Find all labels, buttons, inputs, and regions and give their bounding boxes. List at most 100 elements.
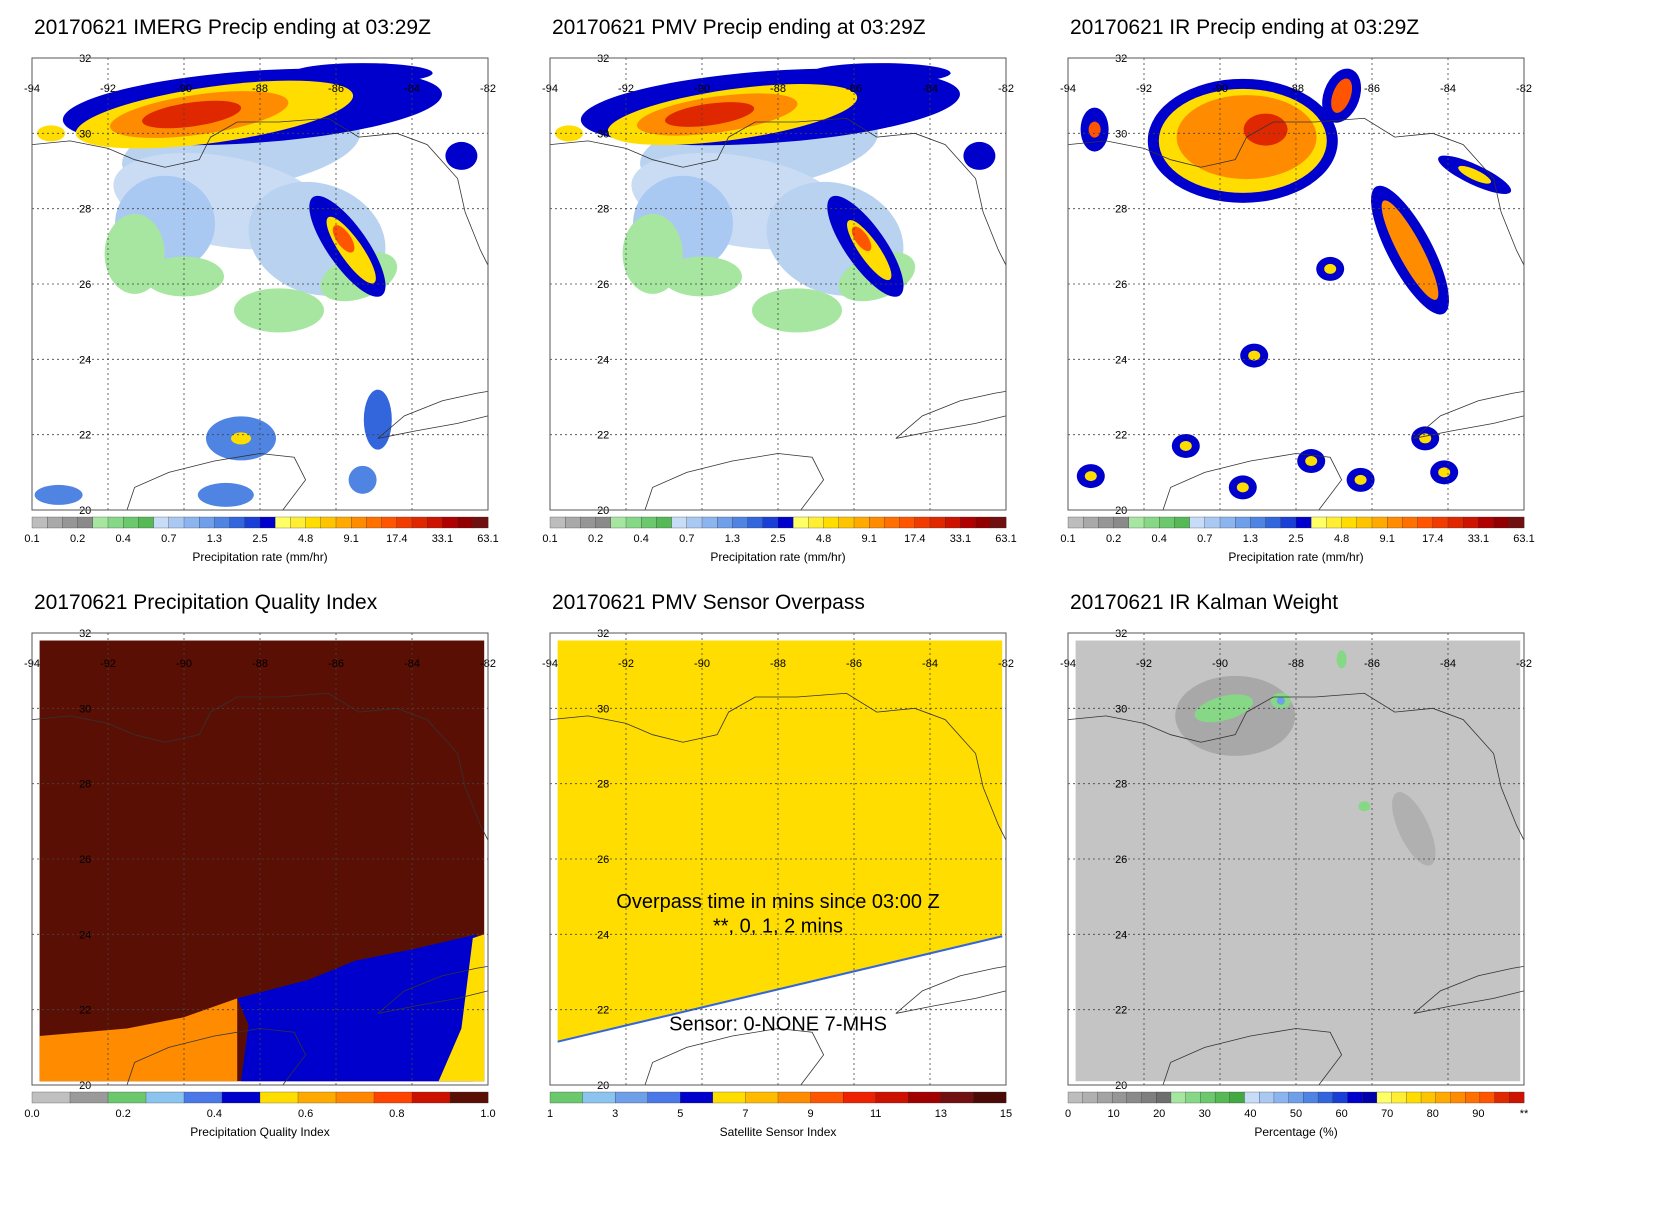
colorbar-swatch (1435, 1091, 1451, 1104)
lat-tick-label: 28 (79, 204, 91, 216)
colorbar-swatch (671, 516, 688, 529)
colorbar-swatch (1447, 516, 1464, 529)
precip-cell (34, 484, 83, 505)
colorbar-swatch (853, 516, 870, 529)
lon-tick-label: -90 (1212, 658, 1228, 670)
colorbar-tick-label: ** (1520, 1108, 1529, 1120)
colorbar-swatch (641, 516, 657, 529)
lon-tick-label: -88 (770, 83, 786, 95)
colorbar-swatch (1391, 1091, 1407, 1104)
colorbar-swatch (449, 1091, 489, 1104)
colorbar-swatch (47, 516, 63, 529)
lon-tick-label: -92 (618, 83, 634, 95)
ir-cell (1084, 471, 1097, 482)
colorbar-swatch (297, 1091, 337, 1104)
lon-tick-label: -84 (404, 83, 420, 95)
colorbar-swatch (884, 516, 900, 529)
ir-precip-mass (1243, 113, 1288, 146)
precip-streak-core (332, 225, 355, 253)
precip-area-light (752, 288, 842, 333)
colorbar-swatch (717, 516, 733, 529)
colorbar-swatch (625, 516, 642, 529)
colorbar-title: Precipitation rate (mm/hr) (192, 550, 327, 564)
colorbar-swatch (680, 1091, 714, 1104)
colorbar-swatch (565, 516, 581, 529)
colorbar-tick-label: 17.4 (1422, 533, 1443, 545)
colorbar-tick-label: 1 (547, 1108, 553, 1120)
lat-tick-label: 30 (1115, 703, 1127, 715)
colorbar-swatch (442, 516, 458, 529)
colorbar-swatch (1250, 516, 1266, 529)
kalman-high-weight (1358, 801, 1371, 812)
colorbar-swatch (1143, 516, 1160, 529)
colorbar-tick-label: 1.3 (725, 533, 740, 545)
colorbar-swatch (762, 516, 779, 529)
colorbar-swatch (1113, 516, 1130, 529)
colorbar-tick-label: 0.4 (116, 533, 131, 545)
colorbar-swatch (1219, 516, 1236, 529)
colorbar-swatch (472, 516, 489, 529)
overpass-coverage-area (557, 640, 1003, 1042)
map-frame (549, 632, 1007, 1086)
ir-cell (1458, 165, 1492, 184)
lon-tick-label: -86 (1364, 658, 1380, 670)
colorbar-tick-label: 1.3 (207, 533, 222, 545)
colorbar-tick-label: 13 (935, 1108, 947, 1120)
colorbar-swatch (1214, 1091, 1231, 1104)
lat-tick-label: 32 (79, 628, 91, 640)
lat-tick-label: 30 (79, 703, 91, 715)
map-frame (1067, 632, 1525, 1086)
colorbar-swatch (1204, 516, 1221, 529)
lat-tick-label: 30 (597, 703, 609, 715)
yucatan-coastline (644, 453, 825, 510)
map-panel-pmv: -94 -92 -90 -88 -86 -84 -82 32 30 28 26 24 22 20 0.1 0.… (518, 0, 1033, 590)
colorbar-swatch (929, 516, 946, 529)
colorbar-tick-label: 3 (612, 1108, 618, 1120)
lon-tick-label: -84 (1440, 658, 1456, 670)
colorbar-swatch (875, 1091, 909, 1104)
lat-tick-label: 30 (597, 128, 609, 140)
lat-tick-label: 24 (79, 929, 91, 941)
colorbar-swatch (647, 1091, 681, 1104)
colorbar-swatch (1341, 516, 1358, 529)
lat-tick-label: 20 (1115, 505, 1127, 517)
colorbar-swatch (810, 1091, 844, 1104)
colorbar-swatch (1311, 516, 1327, 529)
colorbar-swatch (92, 516, 109, 529)
colorbar-tick-label: 80 (1427, 1108, 1439, 1120)
colorbar-tick-label: 0.2 (116, 1108, 131, 1120)
colorbar-swatch (656, 516, 672, 529)
colorbar-legend: 0 10 20 30 40 50 60 70 80 90 ** Percentage (%) (1065, 1091, 1529, 1139)
colorbar-swatch (1387, 516, 1403, 529)
panel-title: 20170621 PMV Sensor Overpass (552, 591, 865, 614)
colorbar-swatch (701, 516, 718, 529)
colorbar-swatch (1420, 1091, 1437, 1104)
colorbar-tick-label: 50 (1290, 1108, 1302, 1120)
colorbar-tick-label: 5 (677, 1108, 683, 1120)
colorbar-swatch (823, 516, 840, 529)
colorbar-swatch (686, 516, 703, 529)
ir-cell (1324, 263, 1337, 274)
colorbar-swatch (1326, 516, 1342, 529)
colorbar-swatch (153, 516, 170, 529)
lon-tick-label: -86 (1364, 83, 1380, 95)
lat-tick-label: 24 (1115, 929, 1127, 941)
lat-tick-label: 24 (1115, 354, 1127, 366)
colorbar-swatch (31, 516, 48, 529)
colorbar-swatch (396, 516, 413, 529)
data-field (32, 63, 488, 510)
colorbar-tick-label: 0.2 (1106, 533, 1121, 545)
colorbar-swatch (614, 1091, 649, 1104)
map-frame (31, 632, 489, 1086)
precip-area-light (662, 256, 742, 297)
colorbar-swatch (899, 516, 916, 529)
colorbar-swatch (1185, 1091, 1201, 1104)
map-panel-pqi: -94 -92 -90 -88 -86 -84 -82 32 30 28 26 24 22 20 0.0 0.… (0, 575, 515, 1165)
colorbar-swatch (1265, 516, 1282, 529)
lon-tick-label: -84 (922, 83, 938, 95)
colorbar-tick-label: 2.5 (1288, 533, 1303, 545)
colorbar-swatch (1362, 1091, 1378, 1104)
precip-streak-core (851, 226, 872, 252)
